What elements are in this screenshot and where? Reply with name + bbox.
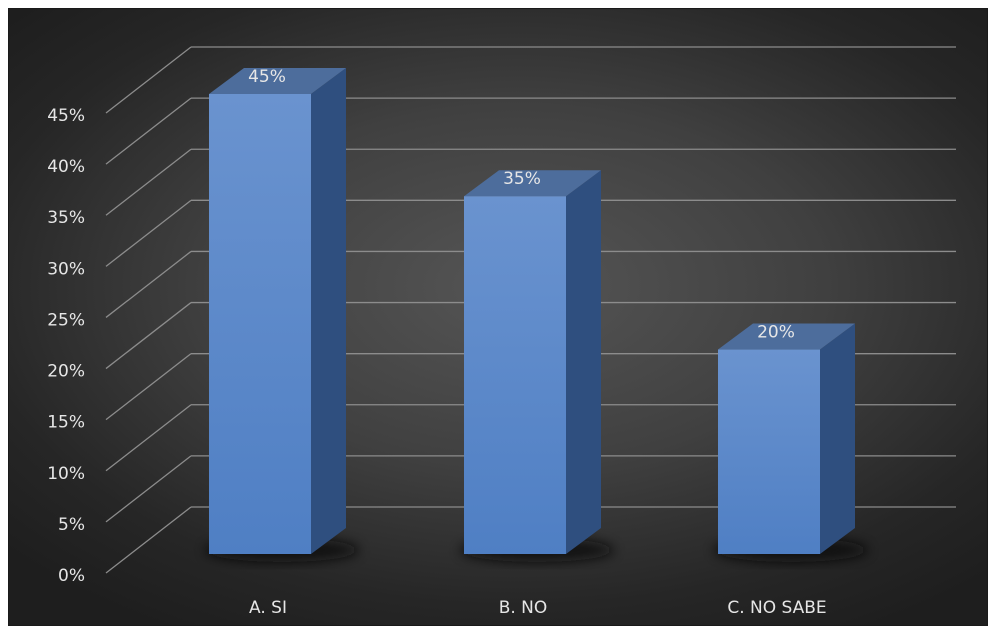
- y-tick-label: 40%: [47, 157, 85, 177]
- y-tick-label: 20%: [47, 362, 85, 382]
- gridline-diagonal: [105, 199, 192, 267]
- bar: [464, 196, 566, 554]
- bar-chart: 45% 35% 20% 0% 5% 10% 15% 20% 25% 30% 35% 40% 45% A…: [47, 46, 956, 618]
- gridline-diagonal: [105, 506, 192, 574]
- gridline-diagonal: [105, 97, 192, 165]
- x-tick-label: A. SI: [249, 598, 287, 618]
- y-tick-label: 5%: [58, 515, 85, 535]
- gridline-diagonal: [105, 46, 192, 114]
- y-tick-label: 10%: [47, 464, 85, 484]
- chart-area: 45% 35% 20% 0% 5% 10% 15% 20% 25% 30% 35% 40% 45% A…: [8, 8, 988, 626]
- y-tick-label: 45%: [47, 106, 85, 126]
- bar-side: [566, 170, 601, 554]
- y-tick-label: 30%: [47, 259, 85, 279]
- y-tick-label: 0%: [58, 566, 85, 586]
- gridline-diagonal: [105, 148, 192, 216]
- bar: [209, 94, 311, 554]
- bar: [718, 349, 820, 554]
- data-label: 45%: [248, 67, 286, 87]
- y-tick-label: 35%: [47, 208, 85, 228]
- y-tick-label: 15%: [47, 413, 85, 433]
- data-labels: 45% 35% 20%: [248, 67, 795, 343]
- bar-side: [311, 68, 346, 554]
- gridline-diagonal: [105, 404, 192, 472]
- data-label: 35%: [503, 169, 541, 189]
- x-tick-label: C. NO SABE: [727, 598, 826, 618]
- gridline-diagonal: [105, 250, 192, 318]
- bar-top: [209, 68, 346, 94]
- data-label: 20%: [757, 323, 795, 343]
- bar-top: [718, 323, 855, 350]
- bars: [209, 68, 855, 554]
- bar-side: [820, 323, 855, 554]
- bar-top: [464, 170, 601, 197]
- x-tick-label: B. NO: [499, 598, 548, 618]
- gridline-diagonal: [105, 302, 192, 370]
- y-tick-label: 25%: [47, 310, 85, 330]
- y-axis-ticks: 0% 5% 10% 15% 20% 25% 30% 35% 40% 45%: [47, 106, 85, 586]
- gridline-diagonal: [105, 455, 192, 523]
- x-axis-ticks: A. SI B. NO C. NO SABE: [249, 598, 827, 618]
- gridline-diagonal: [105, 353, 192, 421]
